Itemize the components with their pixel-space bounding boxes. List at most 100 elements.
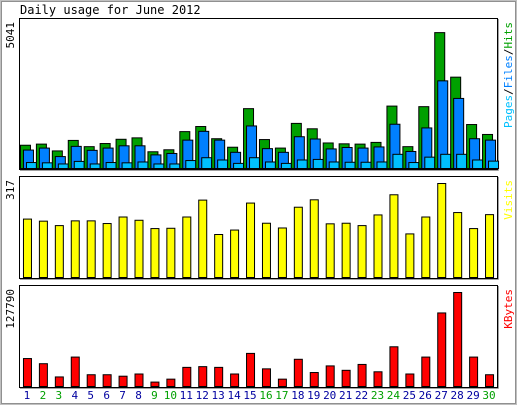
kbytes-bar-day-27 bbox=[437, 312, 447, 388]
visits-bar-day-3 bbox=[54, 225, 64, 278]
x-tick-label-day-9: 9 bbox=[151, 389, 158, 402]
kbytes-bar-day-13 bbox=[214, 366, 224, 388]
visits-bar-day-21 bbox=[341, 222, 351, 278]
x-tick-label-day-5: 5 bbox=[87, 389, 94, 402]
pages-bar-day-24 bbox=[392, 153, 404, 169]
visits-bar-day-13 bbox=[214, 234, 224, 279]
kbytes-bar-day-21 bbox=[341, 369, 351, 387]
kbytes-bar-day-25 bbox=[405, 373, 415, 388]
x-tick-label-day-25: 25 bbox=[403, 389, 416, 402]
x-tick-label-day-13: 13 bbox=[212, 389, 225, 402]
kbytes-bar-day-2 bbox=[38, 363, 48, 387]
kbytes-bar-day-3 bbox=[54, 376, 64, 388]
x-tick-label-day-2: 2 bbox=[40, 389, 47, 402]
kbytes-bar-day-14 bbox=[230, 373, 240, 388]
kbytes-bar-day-26 bbox=[421, 356, 431, 387]
x-tick-label-day-18: 18 bbox=[291, 389, 304, 402]
y-max-label-panel-1: 5041 bbox=[4, 22, 17, 49]
x-tick-label-day-3: 3 bbox=[56, 389, 63, 402]
pages-bar-day-22 bbox=[360, 161, 372, 169]
x-tick-label-day-27: 27 bbox=[435, 389, 448, 402]
x-tick-label-day-10: 10 bbox=[164, 389, 177, 402]
legend-segment-1-5: Hits bbox=[502, 22, 515, 49]
x-tick-label-day-26: 26 bbox=[419, 389, 432, 402]
pages-bar-day-17 bbox=[280, 162, 292, 170]
kbytes-bar-day-9 bbox=[150, 381, 160, 388]
pages-bar-day-14 bbox=[233, 162, 245, 170]
kbytes-bar-day-16 bbox=[261, 368, 271, 388]
kbytes-bar-day-24 bbox=[389, 346, 399, 388]
pages-bar-day-5 bbox=[89, 163, 101, 169]
kbytes-bar-day-4 bbox=[70, 356, 80, 387]
legend-segment-3-1: KBytes bbox=[502, 289, 515, 329]
x-tick-label-day-11: 11 bbox=[180, 389, 193, 402]
legend-segment-1-1: Pages bbox=[502, 95, 515, 128]
x-tick-label-day-12: 12 bbox=[196, 389, 209, 402]
panel-border-3 bbox=[19, 285, 498, 388]
visits-bar-day-23 bbox=[373, 214, 383, 278]
x-tick-label-day-14: 14 bbox=[227, 389, 241, 402]
x-tick-label-day-15: 15 bbox=[243, 389, 256, 402]
visits-bar-day-19 bbox=[309, 199, 319, 278]
pages-bar-day-13 bbox=[217, 159, 229, 169]
pages-bar-day-23 bbox=[376, 161, 388, 169]
visits-bar-day-14 bbox=[230, 229, 240, 278]
kbytes-bar-day-15 bbox=[246, 352, 256, 387]
pages-bar-day-6 bbox=[105, 162, 117, 169]
visits-bar-day-5 bbox=[86, 220, 96, 278]
pages-bar-day-20 bbox=[328, 161, 340, 169]
legend-panel-2: Visits bbox=[502, 180, 515, 220]
pages-bar-day-25 bbox=[408, 162, 420, 169]
legend-segment-1-4: / bbox=[502, 49, 515, 56]
kbytes-bar-day-30 bbox=[485, 374, 495, 387]
visits-bar-day-18 bbox=[293, 206, 303, 278]
pages-bar-day-8 bbox=[137, 161, 149, 169]
pages-bar-day-2 bbox=[41, 162, 53, 169]
visits-bar-day-29 bbox=[469, 228, 479, 278]
kbytes-bar-day-29 bbox=[469, 356, 479, 387]
panel-border-1 bbox=[19, 18, 498, 170]
legend-segment-2-1: Visits bbox=[502, 180, 515, 220]
x-tick-label-day-20: 20 bbox=[323, 389, 336, 402]
x-tick-label-day-28: 28 bbox=[451, 389, 464, 402]
visits-bar-day-16 bbox=[261, 222, 271, 278]
pages-bar-day-27 bbox=[440, 153, 452, 169]
legend-segment-1-2: / bbox=[502, 88, 515, 95]
x-tick-label-day-8: 8 bbox=[135, 389, 142, 402]
x-tick-label-day-29: 29 bbox=[466, 389, 479, 402]
y-max-label-panel-3: 127790 bbox=[4, 289, 17, 329]
kbytes-bar-day-5 bbox=[86, 374, 96, 387]
x-tick-label-day-30: 30 bbox=[482, 389, 495, 402]
visits-bar-day-22 bbox=[357, 225, 367, 278]
kbytes-bar-day-17 bbox=[277, 378, 287, 388]
x-tick-label-day-17: 17 bbox=[275, 389, 288, 402]
visits-bar-day-15 bbox=[246, 202, 256, 279]
kbytes-bar-day-1 bbox=[22, 358, 32, 387]
pages-bar-day-4 bbox=[73, 160, 85, 170]
x-tick-label-day-22: 22 bbox=[355, 389, 368, 402]
visits-bar-day-11 bbox=[182, 216, 192, 279]
pages-bar-day-28 bbox=[456, 153, 468, 169]
visits-bar-day-20 bbox=[325, 223, 335, 279]
pages-bar-day-21 bbox=[344, 161, 356, 169]
pages-bar-day-29 bbox=[472, 159, 484, 169]
visits-bar-day-24 bbox=[389, 194, 399, 278]
kbytes-bar-day-10 bbox=[166, 378, 176, 388]
pages-bar-day-15 bbox=[249, 157, 261, 170]
x-tick-label-day-16: 16 bbox=[259, 389, 272, 402]
pages-bar-day-12 bbox=[201, 157, 213, 170]
kbytes-bar-day-7 bbox=[118, 375, 128, 387]
visits-bar-day-26 bbox=[421, 216, 431, 279]
kbytes-bar-day-12 bbox=[198, 366, 208, 387]
x-tick-label-day-21: 21 bbox=[339, 389, 352, 402]
legend-panel-1: Pages/Files/Hits bbox=[502, 22, 515, 128]
pages-bar-day-18 bbox=[296, 159, 308, 169]
visits-bar-day-6 bbox=[102, 223, 112, 278]
kbytes-bar-day-28 bbox=[453, 292, 463, 387]
visits-bar-day-25 bbox=[405, 233, 415, 278]
visits-bar-day-1 bbox=[22, 218, 32, 279]
pages-bar-day-26 bbox=[424, 156, 436, 170]
